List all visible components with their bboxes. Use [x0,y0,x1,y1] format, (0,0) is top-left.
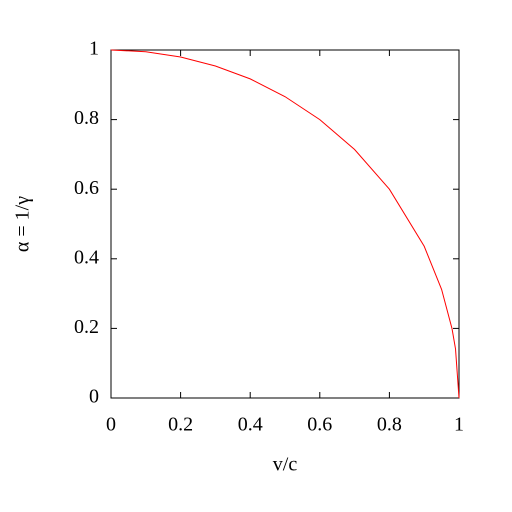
y-tick-label: 0.8 [74,107,99,129]
y-tick-label: 1 [89,38,99,60]
x-tick-label: 0.2 [168,414,193,436]
x-tick-label: 0.8 [377,414,402,436]
x-tick-label: 0.6 [307,414,332,436]
data-line [110,49,460,399]
x-tick-label: 0 [106,414,116,436]
y-tick-label: 0.6 [74,177,99,199]
x-axis-label: v/c [273,454,298,476]
x-tick-label: 1 [454,414,464,436]
y-tick-label: 0 [89,386,99,408]
y-axis-label: α = 1/γ [12,196,34,252]
plot-frame [110,49,460,399]
y-tick-label: 0.2 [74,316,99,338]
y-tick-label: 0.4 [74,246,99,268]
x-tick-label: 0.4 [238,414,263,436]
